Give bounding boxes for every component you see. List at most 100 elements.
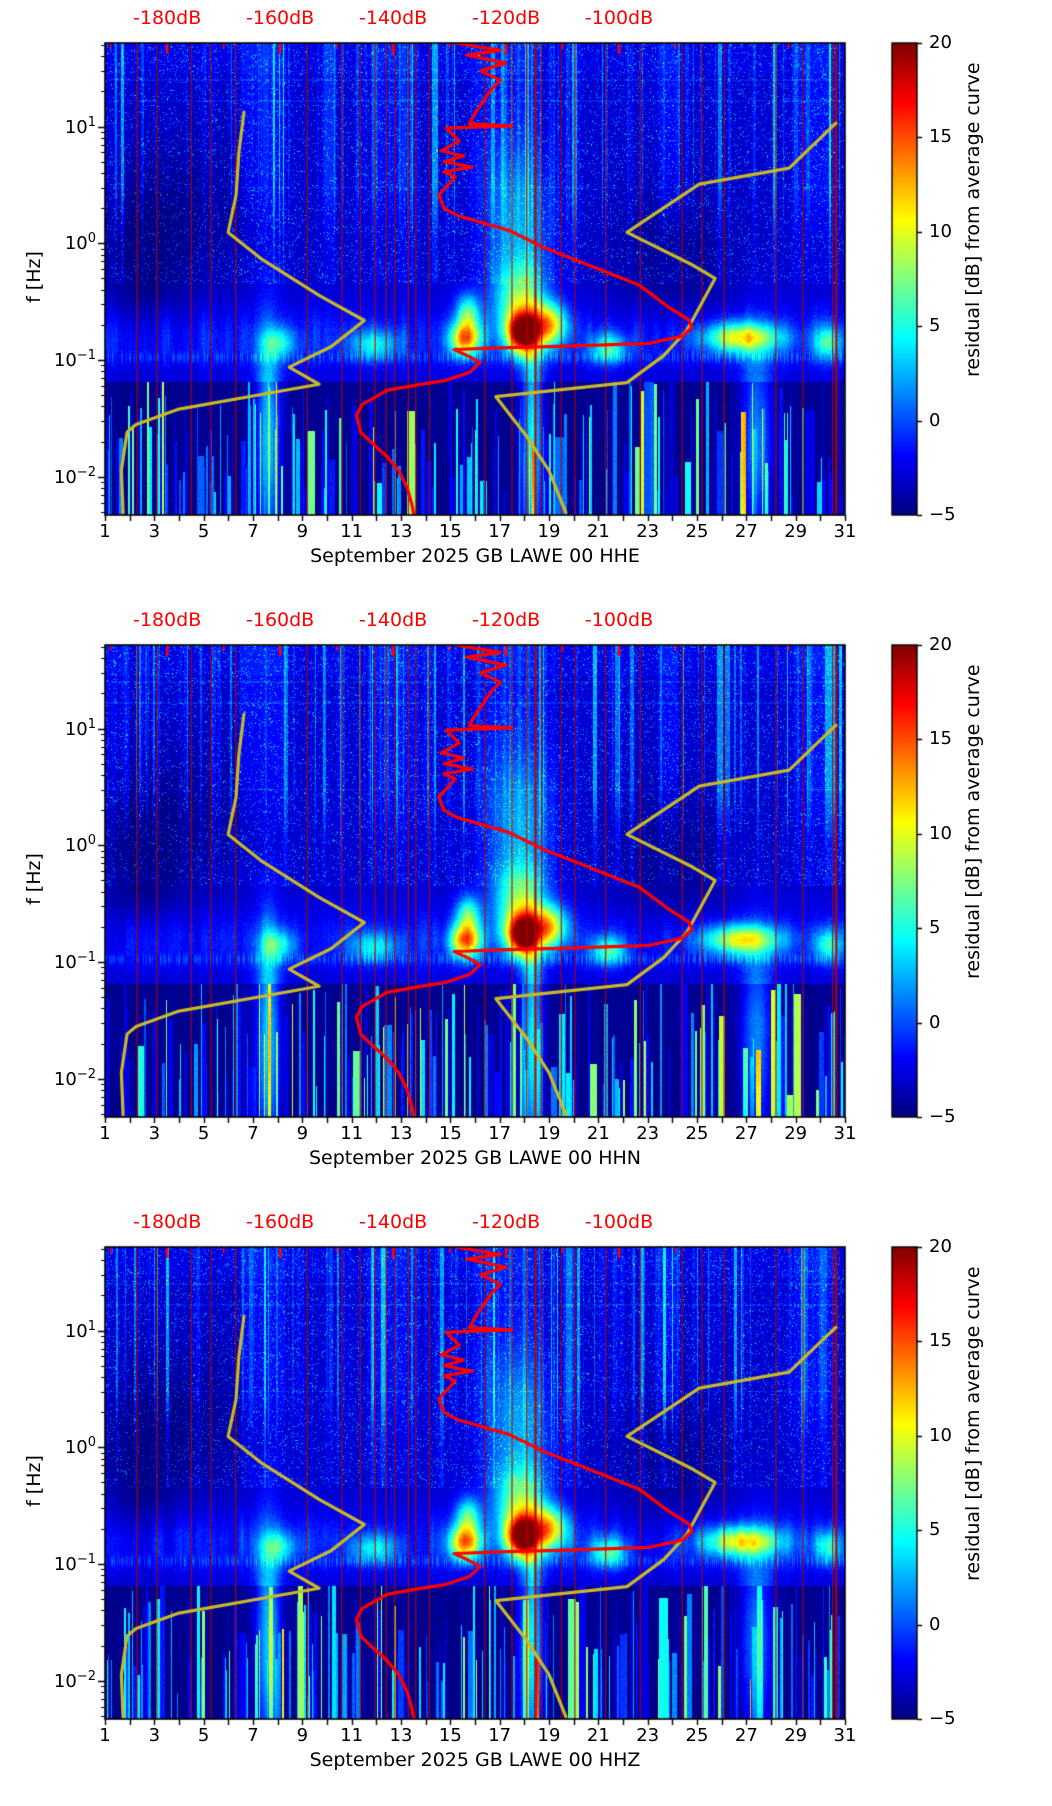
colorbar-tick-label: 5 [929, 917, 941, 939]
x-tick-label: 5 [197, 1725, 210, 1746]
x-tick-label: 23 [636, 1725, 660, 1746]
x-tick-label: 15 [438, 1725, 462, 1746]
y-axis-label: f [Hz] [23, 853, 45, 905]
x-tick-label: 9 [296, 1725, 309, 1746]
x-tick-label: 13 [389, 1123, 413, 1144]
colorbar-label: residual [dB] from average curve [962, 664, 984, 979]
y-axis-label: f [Hz] [23, 1455, 45, 1507]
colorbar-tick-label: −5 [929, 504, 956, 525]
spectrogram-canvas-hhe [0, 0, 1052, 602]
y-tick-label: 10−1 [53, 1552, 96, 1575]
x-tick-label: 21 [586, 1123, 610, 1144]
x-tick-label: 13 [389, 1725, 413, 1746]
x-tick-label: 3 [148, 1123, 161, 1144]
x-tick-label: 25 [685, 1123, 709, 1144]
x-tick-label: 25 [685, 1725, 709, 1746]
x-tick-label: 5 [197, 521, 210, 542]
colorbar-tick-label: 5 [929, 1519, 941, 1541]
top-axis-tick-label: -180dB [133, 7, 202, 29]
x-tick-label: 13 [389, 521, 413, 542]
x-tick-label: 1 [99, 521, 111, 542]
top-axis-tick-label: -100dB [584, 609, 654, 631]
top-axis-tick-label: -120dB [471, 7, 541, 29]
top-axis-tick-label: -120dB [471, 609, 541, 631]
y-tick-label: 10−2 [53, 1668, 96, 1692]
x-tick-label: 9 [296, 1123, 309, 1144]
colorbar-tick-label: 20 [929, 634, 952, 655]
top-axis-tick-label: -180dB [133, 1211, 202, 1233]
spectrogram-panel-hhe: September 2025 GB LAWE 00 HHE f [Hz] res… [0, 0, 1052, 602]
x-tick-label: 15 [438, 521, 462, 542]
x-tick-label: 3 [148, 1725, 161, 1746]
x-tick-label: 19 [537, 1725, 561, 1746]
x-tick-label: 17 [488, 1725, 512, 1746]
x-tick-label: 7 [247, 1725, 259, 1746]
colorbar-tick-label: −5 [929, 1708, 956, 1729]
spectrogram-canvas-hhn [0, 602, 1052, 1204]
y-axis-label: f [Hz] [23, 251, 45, 303]
colorbar-tick-label: 15 [929, 1330, 952, 1352]
x-tick-label: 21 [586, 521, 610, 542]
x-tick-label: 23 [636, 521, 660, 542]
x-tick-label: 11 [340, 521, 364, 542]
x-tick-label: 7 [247, 1123, 259, 1144]
x-tick-label: 31 [833, 1725, 857, 1746]
top-axis-tick-label: -120dB [471, 1211, 541, 1233]
y-tick-label: 10−2 [53, 1066, 96, 1090]
colorbar-label: residual [dB] from average curve [962, 1266, 984, 1581]
colorbar-tick-label: 10 [929, 822, 952, 844]
x-tick-label: 15 [438, 1123, 462, 1144]
top-axis-tick-label: -160dB [246, 1211, 315, 1233]
colorbar-tick-label: 15 [929, 126, 952, 148]
colorbar-tick-label: 5 [929, 315, 941, 337]
colorbar-label: residual [dB] from average curve [962, 62, 984, 377]
panel-title: September 2025 GB LAWE 00 HHZ [309, 1749, 641, 1771]
x-tick-label: 29 [784, 1123, 808, 1144]
spectrogram-panel-hhz: September 2025 GB LAWE 00 HHZ f [Hz] res… [0, 1204, 1052, 1806]
colorbar-tick-label: 20 [929, 32, 952, 53]
top-axis-tick-label: -180dB [133, 609, 202, 631]
y-tick-label: 100 [64, 833, 96, 857]
top-axis-tick-label: -160dB [246, 7, 315, 29]
x-tick-label: 23 [636, 1123, 660, 1144]
spectrogram-panel-hhn: September 2025 GB LAWE 00 HHN f [Hz] res… [0, 602, 1052, 1204]
x-tick-label: 31 [833, 1123, 857, 1144]
top-axis-tick-label: -140dB [358, 1211, 428, 1233]
panel-title: September 2025 GB LAWE 00 HHN [308, 1147, 642, 1169]
y-tick-label: 10−1 [53, 348, 96, 371]
x-tick-label: 11 [340, 1725, 364, 1746]
x-tick-label: 11 [340, 1123, 364, 1144]
x-tick-label: 17 [488, 1123, 512, 1144]
spectrogram-canvas-hhz [0, 1204, 1052, 1806]
y-tick-label: 10−2 [53, 464, 96, 488]
x-tick-label: 5 [197, 1123, 210, 1144]
colorbar-tick-label: 0 [929, 1613, 941, 1635]
x-tick-label: 1 [99, 1725, 111, 1746]
x-tick-label: 19 [537, 1123, 561, 1144]
y-tick-label: 101 [64, 114, 96, 138]
top-axis-tick-label: -100dB [584, 1211, 654, 1233]
top-axis-tick-label: -140dB [358, 609, 428, 631]
x-tick-label: 29 [784, 521, 808, 542]
x-tick-label: 3 [148, 521, 161, 542]
colorbar-tick-label: 0 [929, 409, 941, 431]
y-tick-label: 101 [64, 716, 96, 740]
x-tick-label: 1 [99, 1123, 111, 1144]
colorbar-tick-label: 10 [929, 1424, 952, 1446]
top-axis-tick-label: -100dB [584, 7, 654, 29]
y-tick-label: 100 [64, 231, 96, 255]
x-tick-label: 29 [784, 1725, 808, 1746]
x-tick-label: 17 [488, 521, 512, 542]
x-tick-label: 27 [734, 521, 758, 542]
y-tick-label: 101 [64, 1318, 96, 1342]
x-tick-label: 9 [296, 521, 309, 542]
x-tick-label: 7 [247, 521, 259, 542]
colorbar-tick-label: −5 [929, 1106, 956, 1127]
colorbar-tick-label: 0 [929, 1011, 941, 1033]
panel-title: September 2025 GB LAWE 00 HHE [310, 545, 640, 567]
x-tick-label: 25 [685, 521, 709, 542]
top-axis-tick-label: -160dB [246, 609, 315, 631]
y-tick-label: 100 [64, 1435, 96, 1459]
y-tick-label: 10−1 [53, 950, 96, 973]
